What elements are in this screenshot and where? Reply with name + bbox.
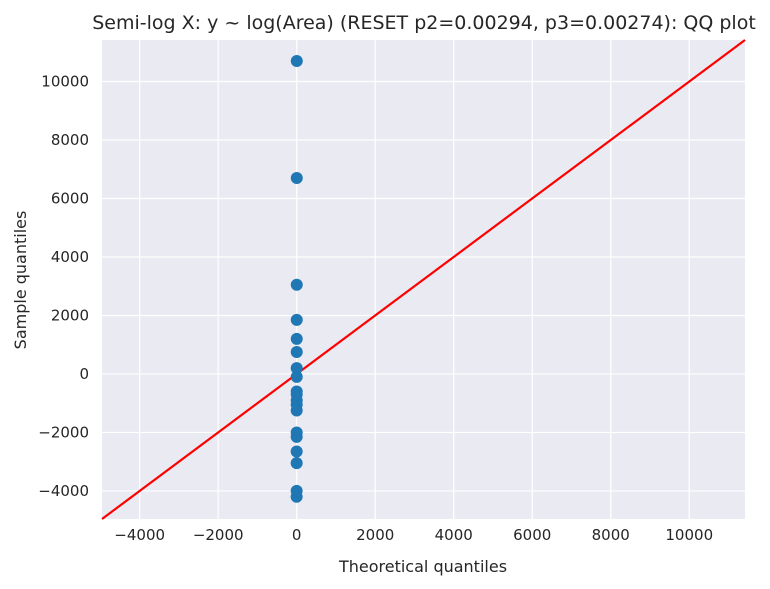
x-tick-label: −4000 — [114, 526, 165, 544]
y-axis-ticks: −4000 −2000 0 2000 4000 6000 8000 10000 — [38, 73, 89, 500]
x-tick-label: 6000 — [513, 526, 551, 544]
x-tick-label: −2000 — [193, 526, 244, 544]
y-tick-label: 6000 — [51, 189, 89, 207]
x-tick-label: 0 — [292, 526, 302, 544]
data-point — [290, 484, 303, 497]
data-point — [290, 426, 303, 439]
data-point — [290, 332, 303, 345]
data-point — [290, 313, 303, 326]
x-tick-label: 4000 — [435, 526, 473, 544]
y-tick-label: 0 — [79, 365, 89, 383]
grid-lines — [102, 40, 745, 519]
data-point — [290, 346, 303, 359]
chart-title: Semi-log X: y ~ log(Area) (RESET p2=0.00… — [92, 12, 756, 34]
data-point — [290, 55, 303, 68]
y-tick-label: 4000 — [51, 248, 89, 266]
data-point — [290, 278, 303, 291]
data-point — [290, 362, 303, 375]
x-axis-ticks: −4000 −2000 0 2000 4000 6000 8000 10000 — [114, 526, 713, 544]
reference-line — [101, 39, 746, 520]
data-point — [290, 370, 303, 383]
y-tick-label: −4000 — [38, 482, 89, 500]
y-tick-label: 8000 — [51, 131, 89, 149]
x-axis-label: Theoretical quantiles — [338, 557, 507, 576]
reference-line-group — [101, 39, 746, 520]
y-tick-label: 2000 — [51, 306, 89, 324]
data-point — [290, 172, 303, 185]
data-point — [290, 385, 303, 398]
data-point — [290, 457, 303, 470]
x-tick-label: 2000 — [356, 526, 394, 544]
y-axis-label: Sample quantiles — [11, 211, 30, 350]
y-tick-label: −2000 — [38, 423, 89, 441]
data-points — [290, 55, 303, 503]
data-point — [290, 445, 303, 458]
x-tick-label: 8000 — [592, 526, 630, 544]
y-tick-label: 10000 — [41, 73, 89, 91]
x-tick-label: 10000 — [665, 526, 713, 544]
